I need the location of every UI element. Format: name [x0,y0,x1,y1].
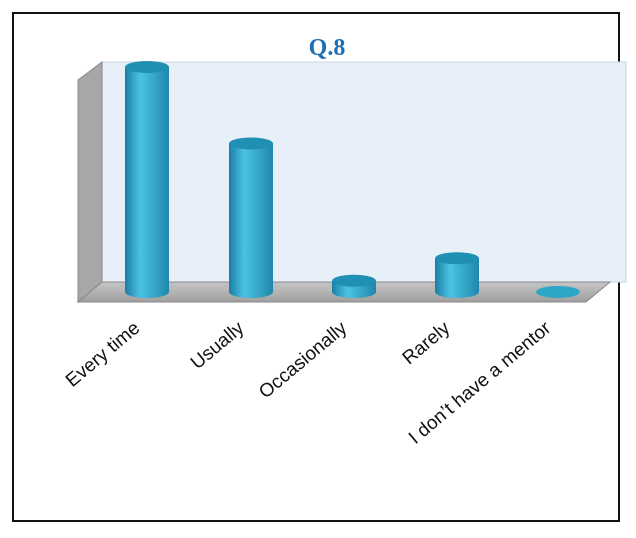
back-wall [101,61,627,283]
bars-group [125,61,580,298]
bar-rarely [435,252,479,298]
category-label: Occasionally [255,317,351,403]
bar-occasionally [332,274,376,298]
bar-top [435,252,479,265]
bar-every-time [125,61,169,298]
bar-body [435,258,479,298]
bar-body [125,67,169,298]
category-label: Rarely [399,317,455,369]
bar-usually [229,137,273,298]
chart-title: Q.8 [309,35,346,61]
bar-top [125,61,169,73]
bar-top [332,274,376,287]
category-label: Every time [62,318,144,392]
bar-top [536,286,580,298]
category-label: Usually [187,317,249,373]
side-wall [77,61,103,304]
bar-i-don-t-have-a-mentor [536,286,580,298]
bar-body [229,143,273,298]
bar-top [229,137,273,150]
